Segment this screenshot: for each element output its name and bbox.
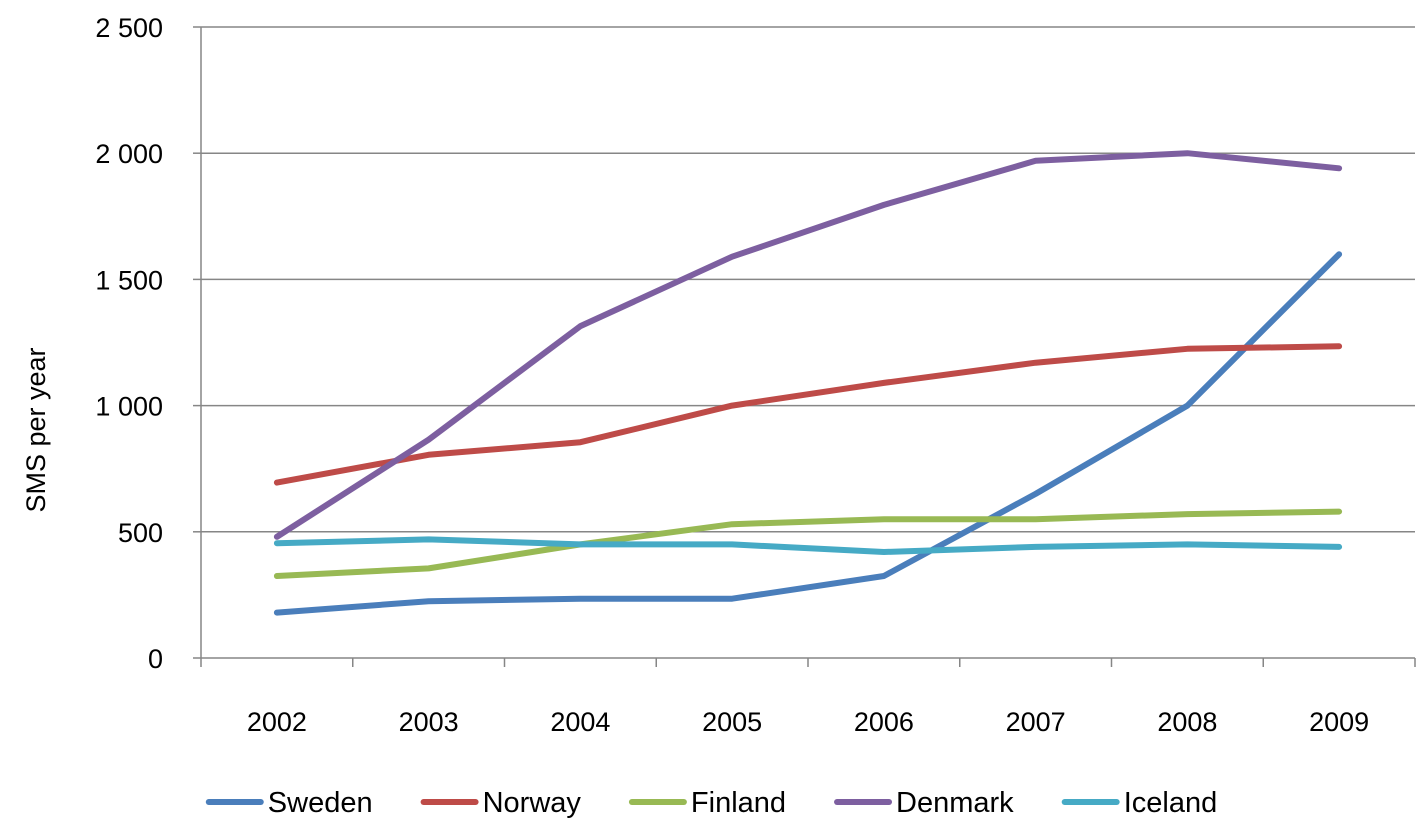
legend: Sweden Norway Finland Denmark Iceland [205, 787, 1218, 819]
x-tick-label: 2002 [247, 707, 307, 737]
series-line-norway [273, 343, 1343, 486]
series-line-finland [273, 508, 1343, 579]
y-tick-label: 1 000 [95, 392, 163, 422]
x-tick-label: 2006 [854, 707, 914, 737]
x-tick-label: 2008 [1157, 707, 1217, 737]
y-tick-label: 500 [118, 518, 163, 548]
x-tick-label: 2007 [1006, 707, 1066, 737]
y-tick-labels: 0 500 1 000 1 500 2 000 2 500 [95, 13, 163, 674]
legend-label: Iceland [1124, 787, 1218, 819]
x-tick-label: 2003 [399, 707, 459, 737]
legend-label: Denmark [896, 787, 1014, 819]
y-tick-label: 2 000 [95, 139, 163, 169]
y-tick-label: 2 500 [95, 13, 163, 43]
legend-label: Norway [483, 787, 582, 819]
legend-item-norway: Norway [420, 787, 582, 819]
x-tick-label: 2005 [702, 707, 762, 737]
x-tick-label: 2004 [550, 707, 610, 737]
y-axis-title: SMS per year [21, 347, 51, 512]
legend-label: Finland [691, 787, 786, 819]
x-tick-labels: 2002 2003 2004 2005 2006 2007 2008 2009 [247, 707, 1369, 737]
y-tick-label: 1 500 [95, 265, 163, 295]
series-line-iceland [273, 536, 1343, 555]
series-line-denmark [273, 150, 1343, 540]
legend-item-denmark: Denmark [834, 787, 1014, 819]
legend-item-finland: Finland [628, 787, 786, 819]
series-lines [273, 150, 1343, 616]
grid-lines [201, 26, 1415, 533]
legend-item-sweden: Sweden [205, 787, 373, 819]
series-line-sweden [273, 251, 1343, 616]
axes [193, 26, 1416, 667]
x-tick-label: 2009 [1309, 707, 1369, 737]
legend-label: Sweden [268, 787, 373, 819]
legend-item-iceland: Iceland [1061, 787, 1218, 819]
y-tick-label: 0 [148, 644, 163, 674]
